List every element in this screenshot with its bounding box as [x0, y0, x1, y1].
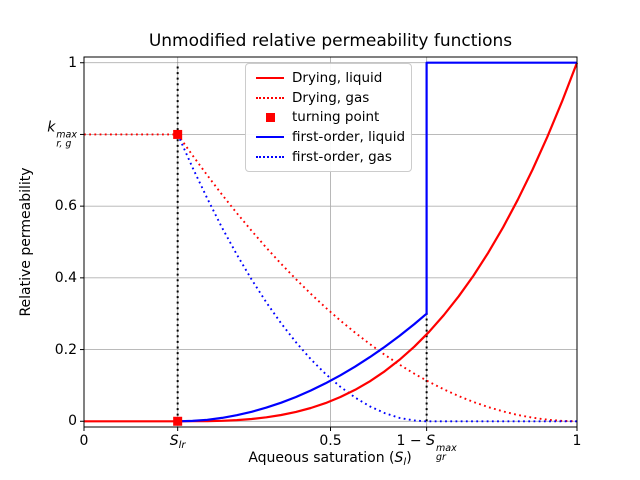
- legend-label: first-order, gas: [292, 149, 392, 166]
- label-text: 1 −: [396, 433, 427, 449]
- label-text: S: [394, 450, 404, 466]
- legend-label: Drying, liquid: [292, 69, 383, 86]
- label-text: S: [426, 433, 435, 449]
- y-tick-label: 0: [68, 413, 77, 429]
- legend-dotted-line-icon: [256, 156, 284, 159]
- y-tick-label: 0.2: [55, 342, 77, 358]
- square-marker-icon: [265, 112, 275, 122]
- supsub-script: max r, g: [56, 129, 77, 150]
- label-text: ): [406, 450, 412, 466]
- label-text: 0.6: [54, 198, 77, 215]
- label-text: 0.2: [54, 341, 77, 358]
- x-axis-label: Aqueous saturation (Sl): [248, 450, 411, 468]
- legend-entry: Drying, liquid: [256, 68, 405, 88]
- legend-handle: [256, 156, 284, 159]
- turning-point-marker: [173, 416, 183, 426]
- legend-label: turning point: [292, 109, 380, 126]
- label-text: Aqueous saturation (: [248, 450, 395, 466]
- y-tick-label: k max r, g: [47, 120, 77, 149]
- legend-label: first-order, liquid: [292, 129, 406, 146]
- series-drying-liquid: [84, 62, 579, 423]
- y-tick-label: 1: [68, 55, 77, 71]
- label-text: 0.5: [319, 433, 342, 449]
- legend-label: Drying, gas: [292, 89, 370, 106]
- legend-handle: [256, 136, 284, 139]
- label-text: 1: [572, 433, 582, 449]
- y-tick-label: 0.4: [55, 270, 77, 286]
- subscript: l: [403, 457, 407, 468]
- legend-dotted-line-icon: [256, 96, 284, 99]
- legend-solid-line-icon: [256, 136, 284, 139]
- legend-entry: Drying, gas: [256, 88, 405, 108]
- series-first-order-liquid: [177, 61, 577, 423]
- legend-square-marker-icon: [256, 112, 284, 122]
- supsub-script: max gr: [435, 443, 457, 463]
- label-text: 1: [68, 54, 77, 71]
- x-tick-label: 0.5: [319, 433, 341, 449]
- legend-entry: first-order, liquid: [256, 127, 405, 147]
- label-text: 0: [79, 433, 89, 449]
- legend: Drying, liquid Drying, gas turning point fi…: [245, 63, 412, 172]
- x-tick-label: 1: [573, 433, 582, 449]
- legend-handle: [256, 76, 284, 79]
- series-first-order-gas: [176, 134, 577, 423]
- legend-entry: turning point: [256, 108, 405, 128]
- y-axis-label: Relative permeability: [18, 167, 34, 317]
- turning-point-marker: [173, 129, 183, 139]
- label-text: 0: [68, 413, 77, 430]
- label-text: S: [169, 433, 179, 449]
- legend-entry: first-order, gas: [256, 147, 405, 167]
- x-tick-label: 0: [80, 433, 89, 449]
- chart-title: Unmodified relative permeability functio…: [148, 31, 513, 51]
- subscript: lr: [178, 440, 186, 451]
- x-tick-label: Slr: [170, 433, 186, 451]
- y-tick-label: 0.6: [55, 198, 77, 214]
- label-text: k: [47, 119, 56, 136]
- legend-solid-line-icon: [256, 76, 284, 79]
- legend-handle: [256, 96, 284, 99]
- label-text: 0.4: [54, 269, 77, 286]
